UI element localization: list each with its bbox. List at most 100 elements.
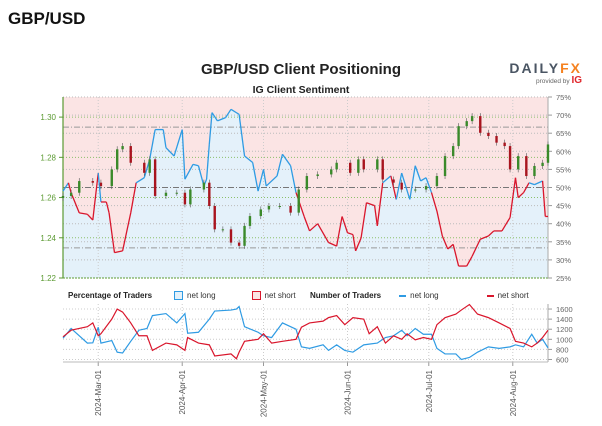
net-long-pct-segment xyxy=(230,108,240,115)
pct-tick-label: 50% xyxy=(556,184,571,193)
pct-tick-label: 65% xyxy=(556,129,571,138)
price-candle xyxy=(541,162,544,166)
price-candle xyxy=(451,146,455,157)
price-tick-label: 1.28 xyxy=(40,153,56,162)
price-candle xyxy=(183,192,187,205)
net-long-pct-segment xyxy=(436,210,443,237)
net-long-pct-segment xyxy=(382,175,392,184)
price-candle xyxy=(143,162,146,173)
net-long-pct-segment xyxy=(257,169,265,192)
net-long-pct-segment xyxy=(192,163,199,167)
dailyfx-logo: DAILYFX provided by IG xyxy=(500,60,582,86)
net-long-pct-segment xyxy=(452,244,460,267)
legend-short-box-icon xyxy=(251,291,261,300)
price-candle xyxy=(129,146,132,163)
price-candle xyxy=(69,192,73,196)
price-candle xyxy=(208,182,211,207)
price-candle xyxy=(479,116,482,133)
price-candle xyxy=(91,181,95,183)
price-candle xyxy=(533,165,536,177)
net-long-pct-segment xyxy=(441,235,449,250)
net-long-pct-segment xyxy=(517,192,525,199)
logo-brand-accent: FX xyxy=(560,60,582,76)
price-candle xyxy=(435,176,439,187)
legend-percentage: Percentage of Traders net long net short xyxy=(68,291,296,300)
pct-tick-label: 30% xyxy=(556,256,571,265)
price-candle xyxy=(237,242,241,246)
net-long-pct-segment xyxy=(121,212,132,251)
net-long-pct-segment xyxy=(373,205,378,226)
net-long-pct-segment xyxy=(205,144,210,180)
net-long-pct-segment xyxy=(86,213,94,221)
net-long-pct-segment xyxy=(360,202,368,239)
net-long-pct-segment xyxy=(401,172,411,200)
legend-pct-title: Percentage of Traders xyxy=(68,291,153,300)
price-candle xyxy=(99,182,103,187)
net-long-pct-segment xyxy=(341,216,349,233)
price-candle xyxy=(525,156,528,177)
long-area xyxy=(63,109,548,278)
price-candle xyxy=(164,192,168,196)
net-long-pct-segment xyxy=(276,154,284,177)
net-long-pct-segment xyxy=(352,234,357,251)
net-long-pct-segment xyxy=(466,255,473,267)
price-candle xyxy=(400,182,403,190)
net-long-pct-segment xyxy=(281,153,292,167)
net-long-pct-segment xyxy=(303,216,311,232)
net-long-pct-segment xyxy=(355,237,362,252)
net-long-pct-segment xyxy=(252,162,259,192)
price-candle xyxy=(357,159,360,173)
net-long-pct-segment xyxy=(238,114,246,157)
price-tick-label: 1.22 xyxy=(40,274,56,283)
price-candle xyxy=(243,225,246,246)
x-tick-label: 2024-May-01 xyxy=(260,369,269,417)
price-candle xyxy=(221,229,225,231)
price-candle xyxy=(443,156,447,177)
net-long-pct-segment xyxy=(395,172,403,200)
count-tick-label: 600 xyxy=(556,355,569,364)
net-long-count-line xyxy=(62,305,549,361)
price-candle xyxy=(516,156,520,170)
logo-ig: IG xyxy=(571,75,582,86)
price-candle xyxy=(546,144,550,163)
price-candle xyxy=(229,229,233,243)
net-long-pct-segment xyxy=(523,182,530,193)
legend-num-short: net short xyxy=(497,291,529,300)
net-long-pct-segment xyxy=(420,177,427,182)
net-long-pct-segment xyxy=(244,155,254,164)
price-candle xyxy=(508,146,512,170)
net-long-pct-segment xyxy=(211,112,218,122)
pct-tick-label: 40% xyxy=(556,220,571,229)
price-candle xyxy=(376,159,379,170)
net-long-pct-segment xyxy=(165,147,175,157)
net-long-pct-segment xyxy=(114,250,123,254)
price-candle xyxy=(202,182,206,190)
legend-pct-long: net long xyxy=(187,291,216,300)
net-long-pct-segment xyxy=(328,241,337,247)
price-candle xyxy=(148,159,151,173)
price-candle xyxy=(457,126,460,147)
net-long-pct-segment xyxy=(108,212,116,253)
x-tick-label: 2024-Jul-01 xyxy=(425,369,434,412)
net-long-pct-segment xyxy=(70,192,80,214)
price-candle xyxy=(259,209,262,217)
legend-num-title: Number of Traders xyxy=(310,291,382,300)
price-candle xyxy=(362,159,365,170)
net-long-pct-segment xyxy=(97,172,102,203)
price-candle xyxy=(248,216,252,226)
price-candle xyxy=(267,206,271,210)
net-long-pct-segment xyxy=(487,230,495,237)
count-tick-label: 1600 xyxy=(556,305,573,314)
price-candle xyxy=(487,132,490,137)
price-candle xyxy=(495,136,498,143)
pct-tick-label: 25% xyxy=(556,274,571,283)
price-candle xyxy=(153,159,157,196)
price-tick-label: 1.24 xyxy=(40,234,56,243)
net-long-pct-segment xyxy=(309,223,319,232)
price-candle xyxy=(78,181,81,193)
price-candle xyxy=(414,189,417,191)
net-long-pct-segment xyxy=(409,165,416,200)
net-long-pct-segment xyxy=(425,177,433,193)
price-candle xyxy=(316,174,319,177)
price-tick-label: 1.26 xyxy=(40,194,56,203)
